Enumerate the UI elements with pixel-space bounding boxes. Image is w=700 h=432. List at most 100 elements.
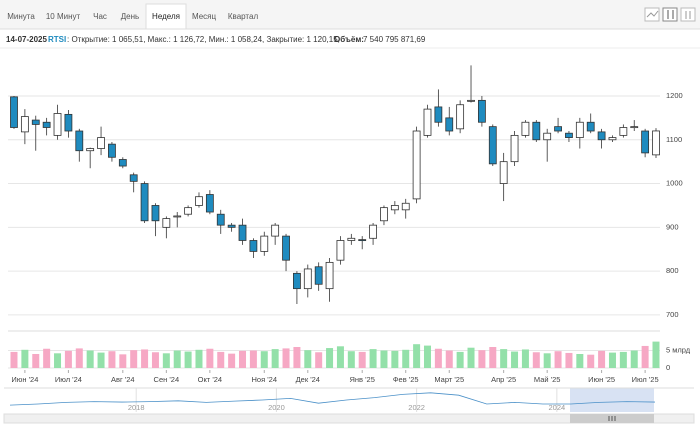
volume-bar <box>587 354 595 368</box>
volume-tick-label: 5 млрд <box>666 345 691 354</box>
candle-body <box>227 224 236 228</box>
candle-body <box>303 268 312 290</box>
candle-body <box>184 207 193 215</box>
candle-body <box>641 130 650 154</box>
volume-bar <box>293 347 301 368</box>
x-tick-label: Июл '24 <box>55 375 82 384</box>
candle-body <box>499 161 508 184</box>
volume-bar <box>380 350 388 368</box>
hover-date: 14-07-2025 <box>6 35 47 44</box>
candle-body <box>565 132 573 138</box>
candle-body <box>521 121 530 136</box>
candle-body <box>434 106 443 123</box>
candle-body <box>151 205 160 222</box>
candle-body <box>195 196 203 206</box>
volume-bar <box>315 352 323 368</box>
candle-body <box>282 235 290 261</box>
volume-bar <box>554 351 562 368</box>
tab[interactable]: День <box>121 12 139 21</box>
volume-bar <box>75 348 83 368</box>
candle-body <box>20 116 29 133</box>
volume-bar <box>32 354 40 368</box>
volume-bar <box>282 348 290 368</box>
volume-bar <box>108 351 116 368</box>
volume-bar <box>413 344 421 368</box>
candle-body <box>271 224 280 237</box>
tab[interactable]: Месяц <box>192 12 217 21</box>
candle-body <box>619 127 628 136</box>
bar-icon[interactable] <box>680 7 696 22</box>
volume-bar <box>619 351 627 368</box>
volume-bar <box>271 349 279 368</box>
candle-body <box>401 202 410 211</box>
hover-ohlc: : Открытие: 1 065,51, Макс.: 1 126,72, М… <box>67 35 340 44</box>
candle-body <box>42 121 51 128</box>
volume-bar <box>239 350 247 368</box>
tab[interactable]: Неделя <box>152 12 180 21</box>
line-icon-glyph <box>646 10 659 18</box>
candle-body <box>108 143 116 158</box>
volume-bar <box>467 347 475 368</box>
x-tick-label: Окт '24 <box>198 375 223 384</box>
x-tick-label: Дек '24 <box>296 375 320 384</box>
toolbar-icons[interactable] <box>644 7 696 22</box>
volume-bar <box>652 341 660 368</box>
navigator-line <box>9 392 656 406</box>
navigator-selection[interactable] <box>570 388 654 412</box>
volume-bar <box>641 345 649 368</box>
candle-body <box>31 119 40 125</box>
volume-bar <box>511 351 519 368</box>
y-tick-label: 1100 <box>666 135 682 144</box>
candle-body <box>129 174 138 182</box>
candle-body <box>260 235 269 252</box>
x-tick-label: Авг '24 <box>111 375 135 384</box>
tab[interactable]: 10 Минут <box>46 12 81 21</box>
volume-bar <box>130 350 138 368</box>
volume-bar <box>598 350 606 368</box>
volume-tick-label: 0 <box>666 363 670 372</box>
tab-bar <box>0 0 700 29</box>
scrollbar-grip <box>608 416 616 421</box>
candle-body <box>53 113 62 136</box>
volume-bar <box>369 349 377 368</box>
candle-body <box>369 224 377 239</box>
volume-bar <box>195 349 203 368</box>
candle-body <box>347 237 356 241</box>
candle-body <box>205 194 214 213</box>
volume-bar <box>10 351 18 368</box>
active-tab[interactable] <box>145 3 187 30</box>
hover-volume-label: Объём: <box>334 35 364 44</box>
y-tick-label: 1200 <box>666 91 683 100</box>
volume-bar <box>260 351 268 368</box>
candle-body <box>445 117 454 132</box>
tab[interactable]: Минута <box>7 12 35 21</box>
volume-bar <box>543 353 551 368</box>
tab[interactable]: Час <box>93 12 107 21</box>
tab[interactable]: Квартал <box>228 12 259 21</box>
candle-icon[interactable] <box>662 7 678 22</box>
volume-bar <box>521 349 529 368</box>
candle-body <box>380 207 388 222</box>
candle-body <box>293 272 301 290</box>
y-tick-label: 1000 <box>666 179 683 188</box>
volume-bar <box>532 352 540 368</box>
candle-body <box>477 99 486 123</box>
candle-body <box>358 239 367 242</box>
candle-body <box>597 131 606 141</box>
volume-bar <box>228 353 236 368</box>
candle-body <box>118 159 127 167</box>
volume-bar <box>402 349 410 368</box>
scrollbar[interactable] <box>3 413 695 424</box>
candle-body <box>575 121 584 138</box>
x-tick-label: Ноя '24 <box>252 375 278 384</box>
candle-body <box>249 240 258 252</box>
volume-bar <box>21 349 29 368</box>
volume-bar <box>608 352 616 368</box>
hover-symbol: RTSI <box>48 35 66 44</box>
candle-body <box>510 134 519 163</box>
volume-bar <box>54 353 62 368</box>
y-tick-label: 700 <box>666 310 679 319</box>
candle-body <box>173 215 182 218</box>
y-tick-label: 800 <box>666 266 679 275</box>
